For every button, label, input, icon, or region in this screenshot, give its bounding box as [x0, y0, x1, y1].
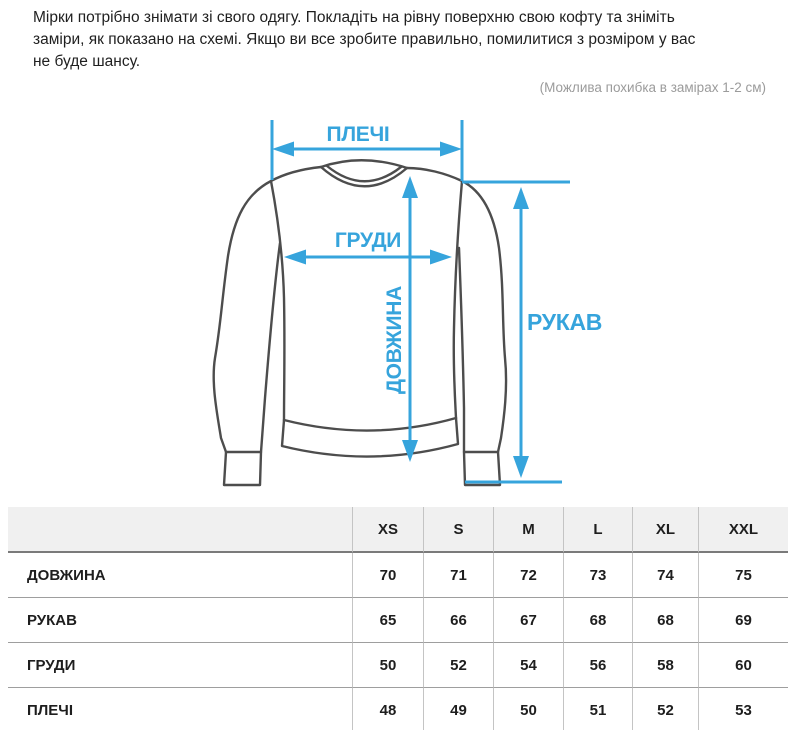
size-table: XS S M L XL XXL ДОВЖИНА 70 71 72 73 74 7… — [8, 507, 788, 730]
chest-xl: 58 — [632, 643, 698, 688]
length-m: 72 — [493, 553, 563, 598]
size-header-l: L — [563, 507, 632, 553]
intro-line: не буде шансу. — [33, 53, 141, 70]
chest-xs: 50 — [352, 643, 423, 688]
row-label-chest: ГРУДИ — [8, 643, 352, 688]
size-header-xl: XL — [632, 507, 698, 553]
intro-line: заміри, як показано на схемі. Якщо ви вс… — [33, 31, 696, 48]
shoulders-l: 51 — [563, 688, 632, 730]
size-header-m: M — [493, 507, 563, 553]
intro-line: Мірки потрібно знімати зі свого одягу. П… — [33, 9, 675, 26]
sleeve-measure-arrow — [462, 180, 570, 484]
chest-m: 54 — [493, 643, 563, 688]
sleeve-m: 67 — [493, 598, 563, 643]
sleeve-xs: 65 — [352, 598, 423, 643]
chest-l: 56 — [563, 643, 632, 688]
chest-xxl: 60 — [698, 643, 788, 688]
length-xs: 70 — [352, 553, 423, 598]
length-s: 71 — [423, 553, 493, 598]
chest-label: ГРУДИ — [335, 229, 401, 252]
length-l: 73 — [563, 553, 632, 598]
intro-text: Мірки потрібно знімати зі свого одягу. П… — [33, 7, 783, 73]
length-label: ДОВЖИНА — [383, 286, 406, 394]
shoulders-xs: 48 — [352, 688, 423, 730]
sweatshirt-outline — [212, 159, 508, 487]
row-label-shoulders: ПЛЕЧІ — [8, 688, 352, 730]
shoulders-m: 50 — [493, 688, 563, 730]
length-xxl: 75 — [698, 553, 788, 598]
shoulders-xl: 52 — [632, 688, 698, 730]
table-corner-cell — [8, 507, 352, 553]
shoulders-label: ПЛЕЧІ — [327, 123, 390, 146]
length-xl: 74 — [632, 553, 698, 598]
shoulders-s: 49 — [423, 688, 493, 730]
chest-measure-arrow — [284, 249, 452, 265]
row-label-sleeve: РУКАВ — [8, 598, 352, 643]
size-header-s: S — [423, 507, 493, 553]
size-header-xs: XS — [352, 507, 423, 553]
sleeve-xl: 68 — [632, 598, 698, 643]
shoulders-measure-arrow — [270, 120, 464, 181]
sleeve-l: 68 — [563, 598, 632, 643]
row-label-length: ДОВЖИНА — [8, 553, 352, 598]
tolerance-note: (Можлива похибка в замірах 1-2 см) — [539, 80, 766, 95]
sleeve-s: 66 — [423, 598, 493, 643]
chest-s: 52 — [423, 643, 493, 688]
size-header-xxl: XXL — [698, 507, 788, 553]
shoulders-xxl: 53 — [698, 688, 788, 730]
sleeve-label: РУКАВ — [527, 309, 602, 335]
length-measure-arrow — [402, 176, 418, 462]
sweatshirt-measure-diagram: ПЛЕЧІ ГРУДИ ДОВЖИНА РУКАВ — [212, 120, 602, 487]
sleeve-xxl: 69 — [698, 598, 788, 643]
